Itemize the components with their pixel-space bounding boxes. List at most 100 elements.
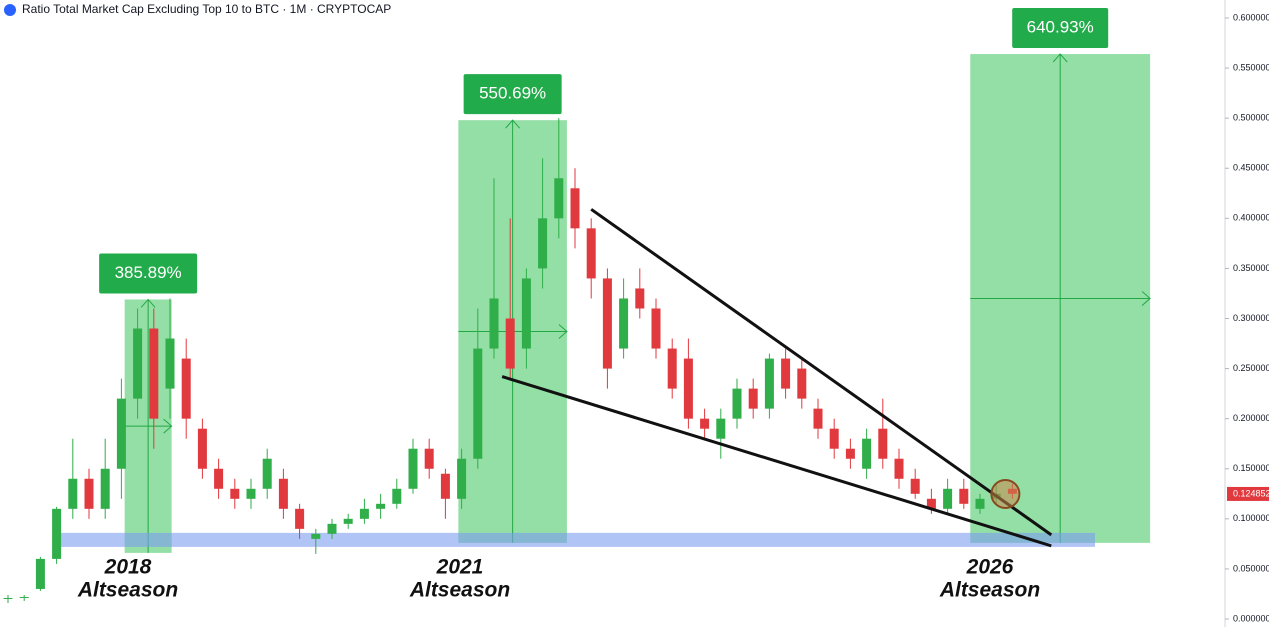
candle-body	[246, 488, 256, 499]
candle-body	[521, 278, 531, 349]
gain-label: 640.93%	[1027, 18, 1094, 37]
candle-body	[35, 558, 45, 589]
candle-body	[278, 478, 288, 509]
zone-arrow-head	[505, 119, 521, 129]
candle-body	[100, 468, 110, 509]
candle-body	[214, 468, 224, 489]
candle-body	[424, 448, 434, 469]
y-tick-label: 0.150000	[1233, 463, 1269, 473]
candle-body	[845, 448, 855, 459]
zone-year: 2021	[436, 556, 484, 579]
candle-body	[392, 488, 402, 504]
candle-body	[975, 498, 985, 509]
candle-body	[894, 458, 904, 479]
candle-body	[570, 188, 580, 229]
last-price-label: 0.124852	[1233, 488, 1269, 498]
zone-arrow-head	[140, 298, 156, 308]
wedge-line	[590, 208, 1053, 537]
candle-body	[910, 478, 920, 494]
zone-midline-head	[1141, 291, 1151, 306]
gain-label: 385.89%	[115, 263, 182, 282]
chart-title: Ratio Total Market Cap Excluding Top 10 …	[22, 2, 391, 16]
candle-body	[716, 418, 726, 439]
candle-body	[311, 533, 321, 539]
gain-label-box	[99, 253, 198, 294]
candle-body	[538, 218, 548, 269]
candle-body	[926, 498, 936, 509]
candle-body	[181, 358, 191, 419]
candle-body	[586, 228, 596, 279]
gain-label-box	[463, 74, 562, 115]
candle-body	[862, 438, 872, 469]
zone-year: 2018	[104, 556, 152, 579]
zone-caption: Altseason	[409, 579, 510, 602]
candle-body	[408, 448, 418, 489]
symbol-icon	[4, 4, 16, 16]
candle-body	[700, 418, 710, 429]
candle-body	[554, 178, 564, 219]
candle-body	[748, 388, 758, 409]
candle-body	[667, 348, 677, 389]
candle-body	[149, 328, 159, 419]
candle-body	[116, 398, 126, 469]
candle-body	[19, 596, 29, 598]
candle-body	[683, 358, 693, 419]
candle-body	[197, 428, 207, 469]
candle-body	[781, 358, 791, 389]
candle-body	[943, 488, 953, 509]
candle-body	[732, 388, 742, 419]
candle-body	[230, 488, 240, 499]
y-tick-label: 0.400000	[1233, 213, 1269, 223]
candle-body	[473, 348, 483, 459]
y-tick-label: 0.000000	[1233, 613, 1269, 623]
candle-body	[457, 458, 467, 499]
y-tick-label: 0.050000	[1233, 563, 1269, 573]
zone-caption: Altseason	[939, 579, 1040, 602]
candle-body	[295, 508, 305, 529]
candle-body	[343, 518, 353, 524]
candle-body	[68, 478, 78, 509]
candle-body	[505, 318, 515, 369]
support-band	[59, 532, 1096, 547]
candle-body	[602, 278, 612, 369]
candle-body	[764, 358, 774, 409]
y-tick-label: 0.500000	[1233, 113, 1269, 123]
candle-body	[359, 508, 369, 519]
zone-midline-head	[163, 418, 173, 434]
zone-year: 2026	[966, 556, 1014, 579]
candle-body	[52, 508, 62, 559]
candle-body	[797, 368, 807, 399]
gain-label-box	[1012, 8, 1109, 49]
last-price-box	[1227, 486, 1269, 501]
y-tick-label: 0.550000	[1233, 62, 1269, 72]
candle-body	[829, 428, 839, 449]
highlight-circle	[990, 478, 1021, 509]
candle-body	[376, 503, 386, 509]
gain-label: 550.69%	[479, 84, 546, 103]
candle-body	[165, 338, 175, 389]
y-tick-label: 0.250000	[1233, 363, 1269, 373]
zone-arrow-head	[1052, 53, 1068, 63]
price-scale-bg	[1226, 0, 1269, 627]
candle-body	[878, 428, 888, 459]
zone-caption: Altseason	[77, 579, 178, 602]
candle-body	[262, 458, 272, 489]
candle-body	[619, 298, 629, 349]
wedge-line	[501, 375, 1052, 548]
candle-body	[959, 488, 969, 504]
candle-body	[84, 478, 94, 509]
candle-body	[3, 597, 13, 599]
candle-body	[813, 408, 823, 429]
y-tick-label: 0.300000	[1233, 313, 1269, 323]
y-tick-label: 0.350000	[1233, 263, 1269, 273]
y-tick-label: 0.600000	[1233, 12, 1269, 22]
candle-body	[133, 328, 143, 399]
candle-body	[635, 288, 645, 309]
zone-midline-head	[558, 324, 568, 339]
candle-body	[440, 473, 450, 499]
y-tick-label: 0.100000	[1233, 513, 1269, 523]
candle-body	[651, 308, 661, 349]
y-tick-label: 0.200000	[1233, 413, 1269, 423]
y-tick-label: 0.450000	[1233, 163, 1269, 173]
